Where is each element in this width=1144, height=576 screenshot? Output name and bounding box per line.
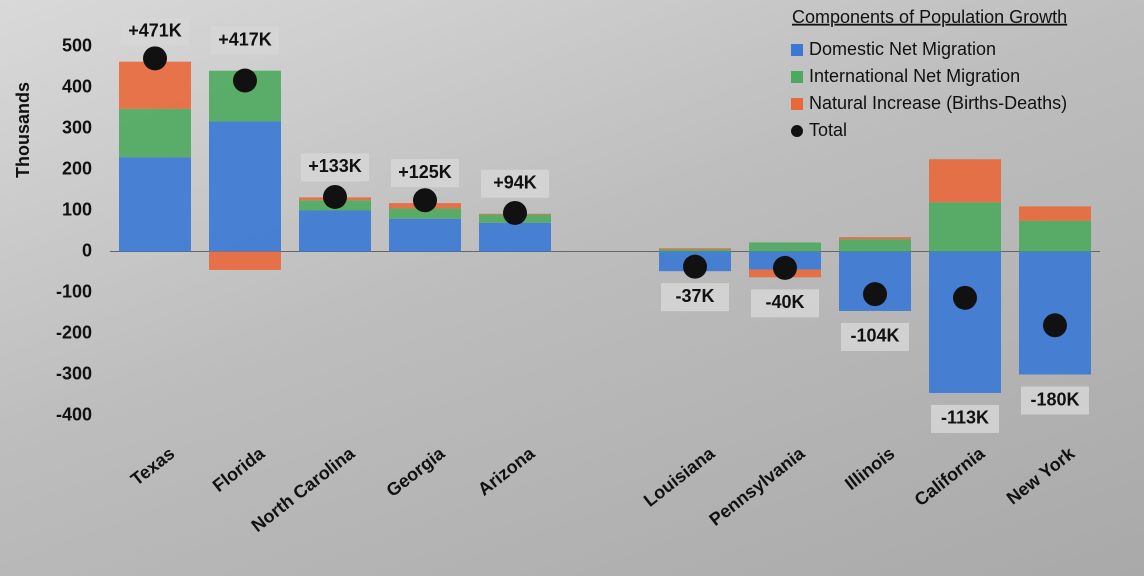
x-tick-label: New York — [1003, 443, 1079, 509]
value-label-box — [751, 289, 819, 318]
y-tick-label: 200 — [62, 158, 92, 178]
value-label: +94K — [493, 173, 537, 193]
bar-segment — [839, 237, 911, 240]
value-label-box — [931, 404, 999, 433]
x-tick-label: Arizona — [474, 443, 539, 500]
bar-segment — [389, 208, 461, 219]
value-label: -37K — [675, 286, 714, 306]
value-label-box — [481, 169, 549, 198]
value-label: -180K — [1030, 389, 1079, 409]
total-dot — [773, 255, 797, 280]
value-label: +417K — [218, 29, 272, 49]
bar-segment — [389, 218, 461, 252]
y-tick-label: -100 — [56, 281, 92, 301]
x-tick-label: Pennsylvania — [705, 443, 809, 530]
value-label: +125K — [398, 162, 452, 182]
value-label: +133K — [308, 156, 362, 176]
value-label: -104K — [850, 326, 899, 346]
bar-segment — [929, 159, 1001, 203]
legend-swatch — [791, 98, 803, 110]
x-tick-label: Louisiana — [640, 443, 719, 511]
value-label: -113K — [941, 408, 989, 428]
bar-segment — [659, 248, 731, 250]
bar-segment — [1019, 220, 1091, 252]
value-label-box — [211, 26, 279, 55]
total-dot — [143, 46, 167, 71]
y-tick-label: 100 — [62, 199, 92, 219]
legend-label: Domestic Net Migration — [809, 39, 996, 59]
bar-segment — [1019, 251, 1091, 375]
legend-label: Total — [809, 120, 847, 140]
total-dot — [233, 68, 257, 93]
bar-segment — [929, 202, 1001, 252]
bar-segment — [749, 242, 821, 252]
bar-segment — [119, 157, 191, 252]
total-dot — [1043, 313, 1067, 338]
y-tick-label: 500 — [62, 35, 92, 55]
legend-swatch — [791, 71, 803, 83]
value-label-box — [391, 159, 459, 188]
x-tick-label: California — [911, 443, 990, 510]
y-tick-label: 300 — [62, 117, 92, 137]
x-tick-label: Georgia — [382, 443, 449, 501]
bar-segment — [1019, 206, 1091, 221]
y-tick-label: 400 — [62, 76, 92, 96]
total-dot — [683, 254, 707, 279]
value-label-box — [661, 283, 729, 312]
legend-swatch — [791, 44, 803, 56]
value-label: +471K — [128, 20, 182, 40]
bar-segment — [209, 251, 281, 270]
y-axis-title: Thousands — [13, 82, 33, 178]
legend-title: Components of Population Growth — [792, 7, 1067, 27]
bar-segment — [479, 222, 551, 252]
total-dot — [413, 188, 437, 213]
total-dot — [323, 184, 347, 209]
legend-swatch — [791, 125, 803, 137]
legend-label: International Net Migration — [809, 66, 1020, 86]
y-tick-label: -300 — [56, 363, 92, 383]
x-tick-label: Texas — [127, 443, 178, 489]
bar-segment — [209, 121, 281, 252]
value-label: -40K — [765, 292, 804, 312]
value-label-box — [301, 153, 369, 182]
bar-segment — [299, 210, 371, 252]
x-tick-label: Illinois — [841, 443, 898, 494]
y-tick-label: 0 — [82, 240, 92, 260]
bar-segment — [839, 239, 911, 252]
y-tick-label: -400 — [56, 404, 92, 424]
value-label-box — [121, 17, 189, 46]
value-label-box — [1021, 386, 1089, 415]
total-dot — [863, 282, 887, 307]
x-tick-label: Florida — [209, 443, 269, 496]
bar-segment — [119, 108, 191, 158]
total-dot — [953, 285, 977, 310]
bar-segment — [659, 249, 731, 252]
legend-label: Natural Increase (Births-Deaths) — [809, 93, 1067, 113]
total-dot — [503, 200, 527, 225]
bar-segment — [929, 251, 1001, 393]
y-tick-label: -200 — [56, 322, 92, 342]
value-label-box — [841, 322, 909, 351]
